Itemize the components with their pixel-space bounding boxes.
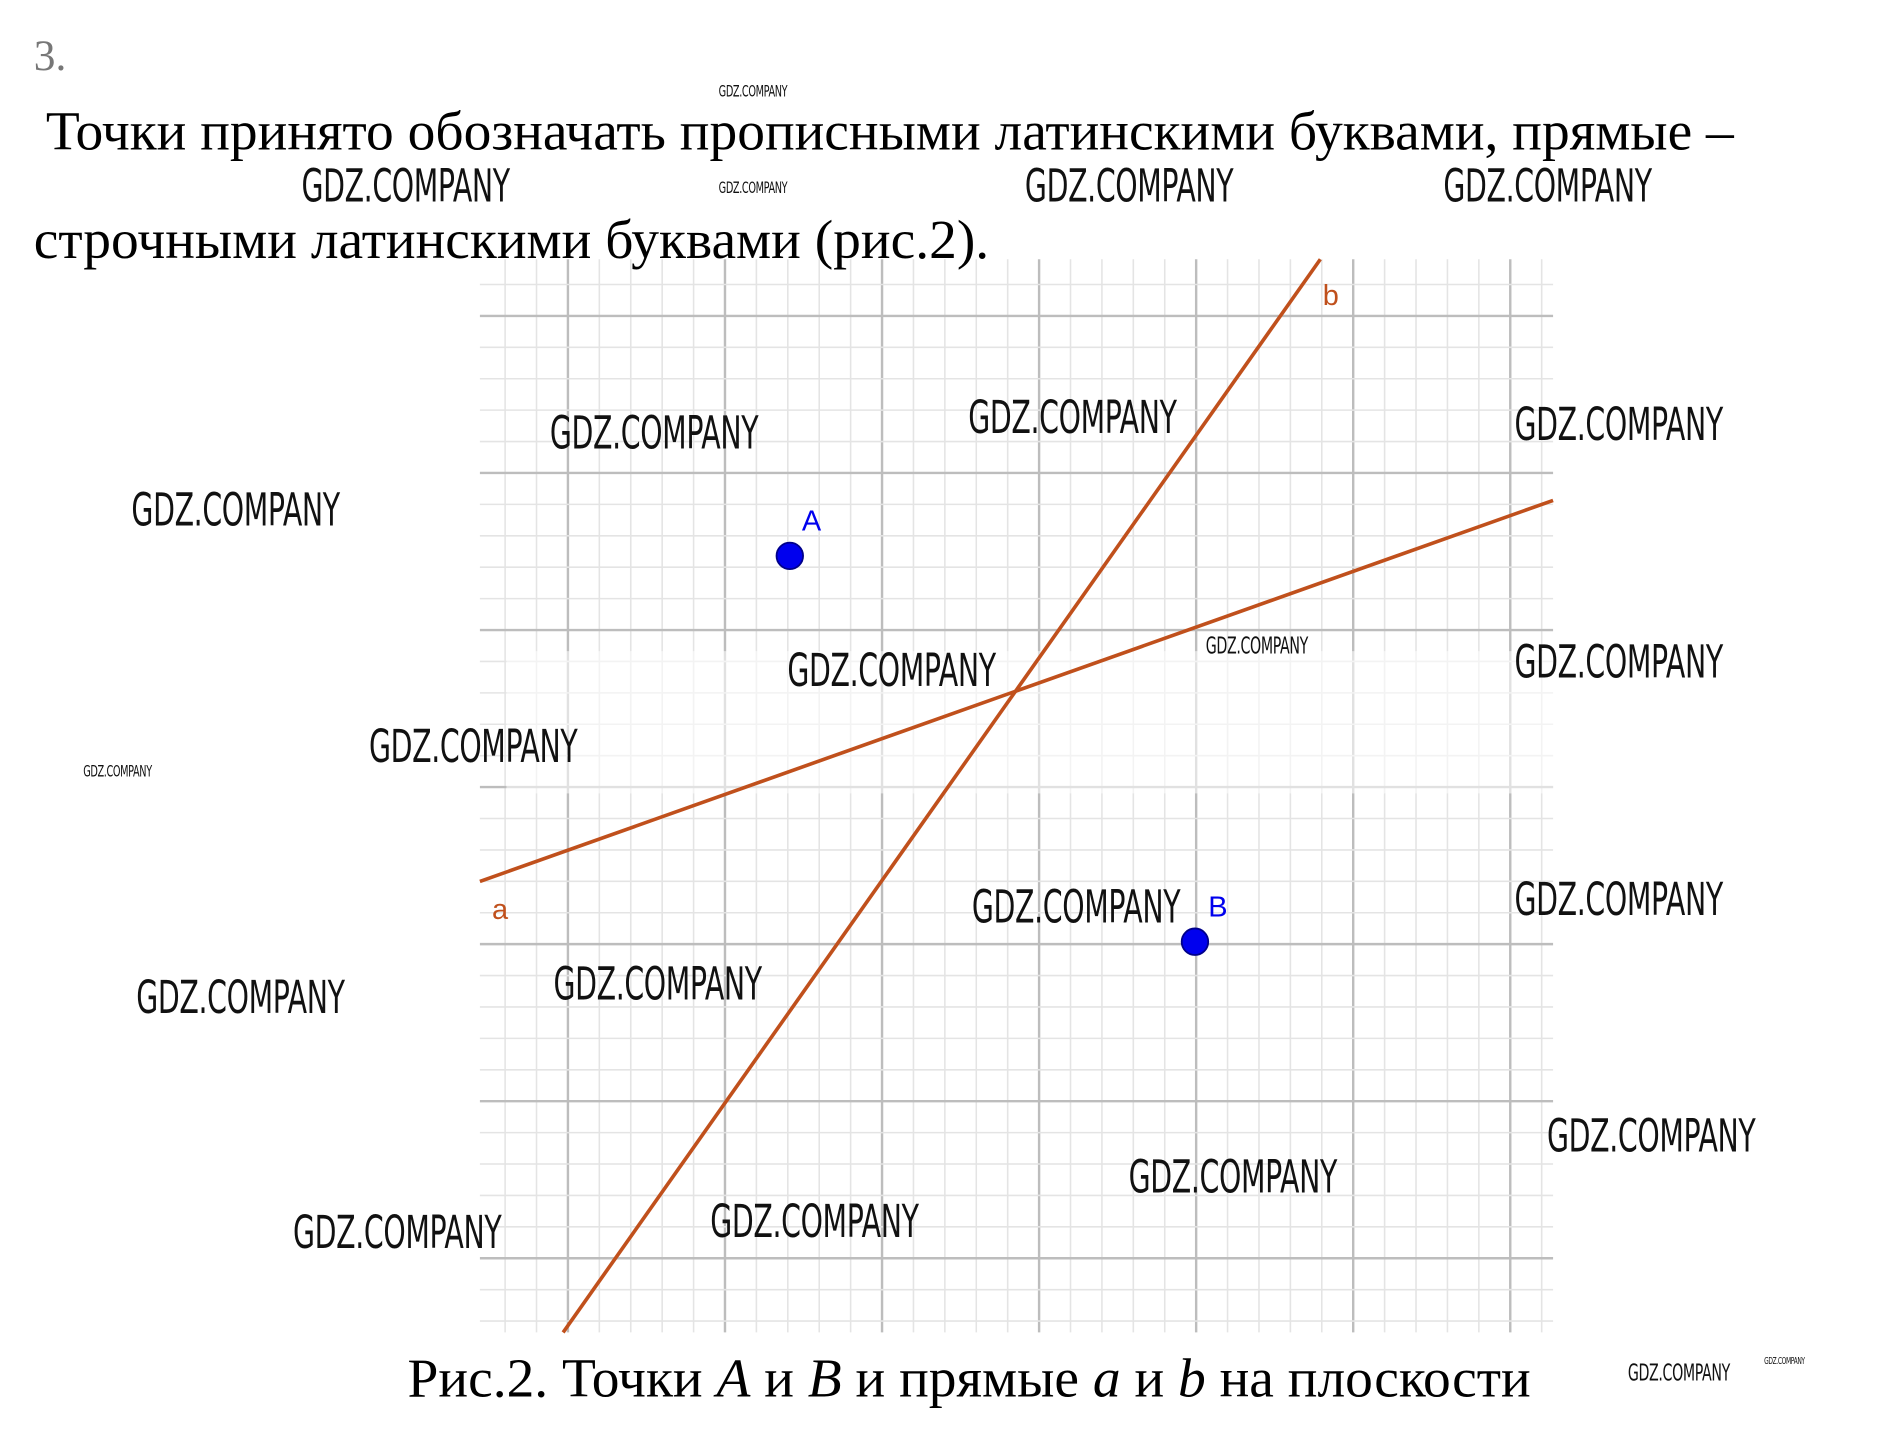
caption-point-a: A (716, 1346, 751, 1409)
watermark: GDZ.COMPANY (971, 880, 1181, 934)
point-b-label: B (1208, 891, 1227, 923)
point-a (775, 541, 804, 571)
point-b (1180, 927, 1210, 956)
caption-suffix: на плоскости (1205, 1346, 1531, 1409)
caption-mid: и прямые (841, 1346, 1093, 1409)
paragraph-line-2: строчными латинскими буквами (рис.2). (33, 208, 990, 271)
watermark: GDZ.COMPANY (1764, 1355, 1805, 1367)
point-a-label: A (802, 506, 822, 538)
watermark: GDZ.COMPANY (301, 159, 510, 213)
watermark: GDZ.COMPANY (1514, 635, 1723, 689)
caption-line-a: a (1092, 1346, 1121, 1409)
line-a-label: a (492, 894, 509, 926)
watermark: GDZ.COMPANY (549, 406, 759, 460)
watermark: GDZ.COMPANY (83, 763, 152, 782)
watermark: GDZ.COMPANY (1514, 872, 1723, 927)
watermark: GDZ.COMPANY (131, 483, 340, 537)
figure-caption: Рис.2. Точки A и B и прямые a и b на пло… (408, 1350, 1531, 1405)
watermark: GDZ.COMPANY (368, 719, 578, 773)
line-b (561, 258, 1322, 1334)
caption-line-b: b (1178, 1346, 1206, 1409)
watermark: GDZ.COMPANY (1443, 159, 1652, 213)
watermark: GDZ.COMPANY (1024, 159, 1234, 213)
watermark: GDZ.COMPANY (1205, 633, 1308, 660)
watermark: GDZ.COMPANY (1547, 1109, 1756, 1163)
watermark: GDZ.COMPANY (1128, 1150, 1338, 1204)
watermark: GDZ.COMPANY (1627, 1360, 1730, 1387)
watermark: GDZ.COMPANY (718, 179, 788, 198)
watermark: GDZ.COMPANY (718, 83, 788, 102)
watermark: GDZ.COMPANY (1514, 397, 1723, 451)
caption-and: и (1120, 1346, 1179, 1409)
line-a (479, 498, 1554, 884)
caption-point-b: B (807, 1346, 842, 1409)
caption-prefix: Рис.2. Точки (407, 1346, 717, 1409)
watermark: GDZ.COMPANY (787, 643, 996, 697)
paragraph-line-1: Точки принято обозначать прописными лати… (45, 100, 1734, 162)
watermark: GDZ.COMPANY (968, 390, 1177, 444)
caption-and: и (750, 1346, 808, 1409)
line-b-label: b (1323, 280, 1339, 312)
task-number: 3. (33, 31, 67, 80)
watermark-wash (506, 651, 1554, 794)
watermark: GDZ.COMPANY (553, 957, 762, 1011)
watermark: GDZ.COMPANY (136, 970, 345, 1024)
watermark: GDZ.COMPANY (710, 1194, 919, 1249)
watermark: GDZ.COMPANY (293, 1205, 502, 1259)
